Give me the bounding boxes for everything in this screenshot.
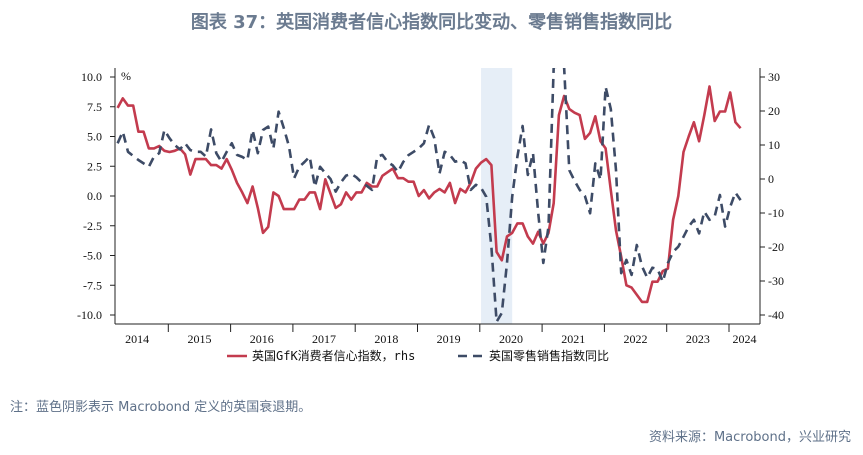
left-tick-label: 5.0 bbox=[87, 130, 102, 144]
right-tick-label: 10 bbox=[768, 138, 780, 152]
right-tick-label: -10 bbox=[768, 206, 784, 220]
chart: 10.0 7.5 5.0 2.5 0.0 -2.5 -5.0 -7.5 -10.0 30 20 10 0… bbox=[77, 68, 784, 363]
x-tick-label: 2017 bbox=[312, 332, 336, 346]
left-tick-label: -10.0 bbox=[77, 308, 102, 322]
right-tick-label: 0 bbox=[768, 172, 774, 186]
legend-label-0: 英国GfK消费者信心指数，rhs bbox=[252, 348, 415, 363]
right-tick-label: 30 bbox=[768, 70, 780, 84]
right-tick-label: -20 bbox=[768, 240, 784, 254]
series-line-0 bbox=[116, 85, 742, 304]
left-tick-label: 0.0 bbox=[87, 189, 102, 203]
left-unit-label: % bbox=[121, 69, 131, 83]
right-tick-label: 20 bbox=[768, 104, 780, 118]
left-tick-label: -5.0 bbox=[83, 249, 102, 263]
x-tick-label: 2014 bbox=[125, 332, 149, 346]
x-tick-label: 2022 bbox=[624, 332, 648, 346]
left-tick-label: -2.5 bbox=[83, 219, 102, 233]
chart-note: 注：蓝色阴影表示 Macrobond 定义的英国衰退期。 bbox=[10, 400, 312, 415]
x-tick-label: 2020 bbox=[499, 332, 523, 346]
left-tick-label: -7.5 bbox=[83, 278, 102, 292]
x-tick-label: 2019 bbox=[437, 332, 461, 346]
legend-label-1: 英国零售销售指数同比 bbox=[489, 348, 609, 363]
right-tick-label: -30 bbox=[768, 274, 784, 288]
x-tick-label: 2015 bbox=[187, 332, 211, 346]
x-tick-label: 2024 bbox=[733, 332, 757, 346]
chart-title: 图表 37：英国消费者信心指数同比变动、零售销售指数同比 bbox=[190, 12, 673, 33]
chart-source: 资料来源：Macrobond，兴业研究 bbox=[648, 430, 851, 445]
x-tick-label: 2023 bbox=[686, 332, 710, 346]
x-tick-label: 2021 bbox=[561, 332, 585, 346]
left-tick-label: 10.0 bbox=[81, 70, 102, 84]
x-tick-label: 2018 bbox=[374, 332, 398, 346]
left-tick-label: 2.5 bbox=[87, 159, 102, 173]
right-tick-label: -40 bbox=[768, 308, 784, 322]
series-line-1 bbox=[116, 68, 742, 324]
left-tick-label: 7.5 bbox=[87, 100, 102, 114]
x-tick-label: 2016 bbox=[250, 332, 274, 346]
